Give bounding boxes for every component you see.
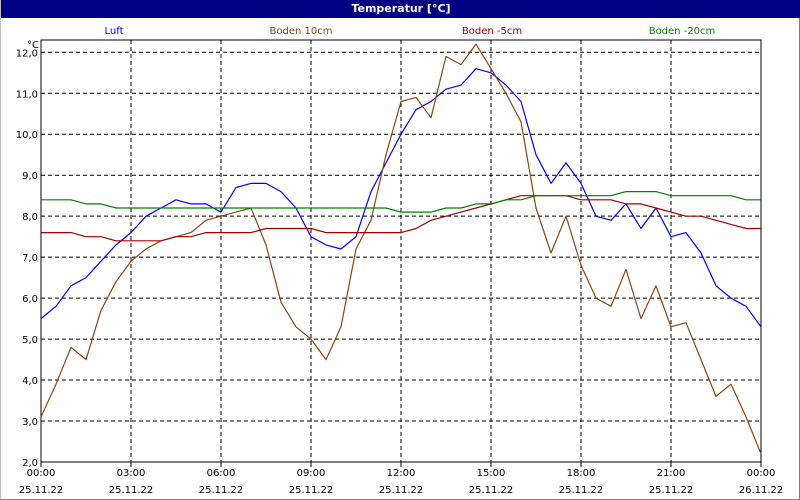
x-tick-time: 12:00 <box>387 468 416 479</box>
legend-item: Luft <box>105 26 124 37</box>
y-tick-label: 3,0 <box>22 417 38 428</box>
y-tick-label: 12,0 <box>16 48 38 59</box>
y-tick-label: 4,0 <box>22 376 38 387</box>
y-tick-label: 10,0 <box>16 130 38 141</box>
y-tick-label: 11,0 <box>16 89 38 100</box>
x-tick-date: 25.11.22 <box>109 485 154 496</box>
x-tick-time: 00:00 <box>27 468 56 479</box>
x-tick-date: 25.11.22 <box>469 485 514 496</box>
y-tick-label: 9,0 <box>22 171 38 182</box>
x-tick-date: 25.11.22 <box>19 485 64 496</box>
x-tick-time: 09:00 <box>297 468 326 479</box>
x-tick-time: 03:00 <box>117 468 146 479</box>
y-tick-label: 6,0 <box>22 294 38 305</box>
x-tick-date: 25.11.22 <box>199 485 244 496</box>
y-axis-unit: °C <box>27 40 39 51</box>
legend: Luft Boden 10cm Boden -5cm Boden -20cm <box>105 26 716 37</box>
x-tick-time: 18:00 <box>567 468 596 479</box>
y-tick-label: 2,0 <box>22 458 38 469</box>
series-line-boden-20cm <box>41 191 761 213</box>
x-tick-date: 25.11.22 <box>289 485 334 496</box>
window-title: Temperatur [°C] <box>1 0 800 18</box>
series-layer <box>40 43 762 455</box>
x-tick-time: 06:00 <box>207 468 236 479</box>
x-tick-date: 25.11.22 <box>559 485 604 496</box>
x-tick-time: 15:00 <box>477 468 506 479</box>
y-tick-label: 7,0 <box>22 253 38 264</box>
x-tick-date: 25.11.22 <box>649 485 694 496</box>
legend-item: Boden -5cm <box>462 26 522 37</box>
legend-item: Boden 10cm <box>270 26 333 37</box>
axis-labels: 2,0 3,0 4,0 5,0 6,0 7,0 8,0 9,0 10,0 11,0 12,0°C 00… <box>16 40 784 496</box>
x-tick-time: 21:00 <box>657 468 686 479</box>
x-tick-time: 00:00 <box>747 468 776 479</box>
x-tick-date: 25.11.22 <box>379 485 424 496</box>
series-line-boden-5cm <box>41 195 761 242</box>
y-tick-label: 8,0 <box>22 212 38 223</box>
legend-item: Boden -20cm <box>649 26 716 37</box>
y-tick-label: 5,0 <box>22 335 38 346</box>
x-tick-date: 26.11.22 <box>739 485 784 496</box>
